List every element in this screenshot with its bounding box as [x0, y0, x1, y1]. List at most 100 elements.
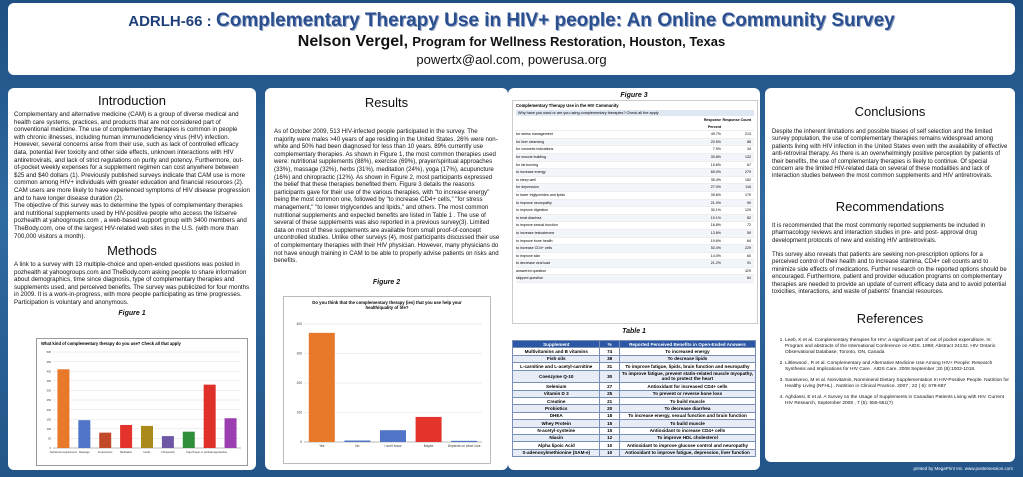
figure3-cell-label: for cosmetic indications	[516, 147, 554, 152]
x-tick-label: Yoga	[186, 450, 192, 454]
figure3-cell-pct: 39.6%	[710, 192, 721, 197]
figure3-cell-count: 91	[747, 261, 751, 266]
figure3-cell-pct	[691, 275, 721, 282]
table1-row: Coenzyme Q-10 30 To improve fatigue, preve…	[511, 369, 757, 384]
figure3-cell-pct	[691, 268, 721, 275]
figure3-row: to sleep well 35.4% 152	[516, 177, 754, 185]
table1-row: Whey Protein 15 To build muscle	[511, 419, 757, 428]
figure3-row: to improve neuropathy 21.0% 90	[516, 199, 754, 208]
poster-title: Complementary Therapy Use in HIV+ people…	[216, 10, 895, 31]
table1-cell-benefit: To build muscle	[618, 419, 757, 428]
table1-row: DHEA 18 To increase energy, sexual functio…	[511, 411, 757, 421]
conclusions-heading: Conclusions	[854, 104, 926, 119]
figure3-cell-label: to decrease viral load	[516, 261, 551, 266]
y-tick-label: 300	[47, 389, 52, 393]
figure3-cell-count: 84	[747, 276, 751, 281]
table1-caption: Table 1	[622, 328, 646, 335]
table1-cell-supplement: Coenzyme Q-10	[511, 369, 601, 384]
x-tick-label: I don't know	[385, 444, 403, 448]
figure3-cell-count: 213	[745, 132, 751, 137]
bar	[415, 416, 442, 442]
table1-cell-percent: 10	[599, 441, 620, 450]
figure3-cell-label: to treat diarrhea	[516, 215, 542, 220]
table1-cell-benefit: To decrease diarrhea	[618, 404, 757, 413]
table1-cell-supplement: Fish oils	[511, 354, 601, 364]
table1-row: N-acetyl-cysteine 15 Antioxidant to increa…	[511, 426, 757, 435]
figure3-cell-label: to improve sexual function	[516, 223, 558, 228]
x-tick-label: Herbs	[144, 450, 152, 454]
bar	[224, 418, 237, 448]
figure3-spacer	[636, 222, 691, 229]
results-heading: Results	[364, 95, 409, 110]
bar	[308, 332, 335, 442]
figure3-spacer	[636, 207, 691, 214]
table1-cell-benefit: To increased energy	[618, 347, 757, 356]
table1-cell-benefit: Antioxidant to improve fatigue, depressi…	[618, 448, 757, 458]
figure3-cell-count: 279	[745, 170, 751, 175]
x-tick-label: Massage	[79, 450, 90, 454]
figure3-survey-table: Complementary Therapy Use in the HIV Com…	[512, 100, 758, 324]
figure3-spacer	[636, 154, 691, 161]
bar	[78, 420, 91, 448]
y-tick-label: 500	[47, 350, 52, 354]
figure1-svg: 500450400350300250200150100500Nutritiona…	[47, 350, 241, 454]
author-email: powertx@aol.com, powerusa.org	[416, 52, 607, 67]
table1-cell-percent: 38	[599, 354, 620, 364]
figure3-cell-pct: 21.0%	[710, 200, 721, 205]
y-tick-label: 50	[48, 437, 51, 441]
figure3-cell-label: to increase CD4+ cells	[516, 246, 553, 251]
figure3-question: Why have you used or are you using compl…	[516, 110, 754, 116]
table1-row: S-adenosylmethionine (SAM-e) 10 Antioxidan…	[511, 448, 757, 458]
introduction-paragraph-2: The objective of this survey was to dete…	[14, 202, 247, 240]
figure3-cell-count: 72	[747, 223, 751, 228]
figure3-row: answered question 429	[516, 268, 754, 276]
figure3-cell-count: 129	[745, 208, 751, 213]
figure3-cell-pct: 19.1%	[710, 215, 721, 220]
author-affiliation: Program for Wellness Restoration, Housto…	[412, 34, 726, 49]
figure3-cell-count: 90	[747, 200, 751, 205]
y-tick-label: 150	[47, 417, 52, 421]
figure3-spacer	[636, 146, 691, 153]
figure3-spacer	[636, 238, 691, 245]
figure3-row: to increase testosterone 13.8% 59	[516, 229, 754, 238]
table1-cell-benefit: Antioxidant for increased CD4+ cells	[618, 382, 757, 391]
figure3-cell-pct: 30.8%	[710, 154, 721, 159]
x-tick-label: Maybe	[424, 444, 434, 448]
figure3-table1-panel: Figure 3 Complementary Therapy Use in th…	[508, 88, 760, 470]
table1-cell-percent: 21	[599, 396, 620, 406]
methods-heading: Methods	[107, 243, 157, 259]
table1-cell-supplement: Probiotics	[511, 404, 601, 413]
table1-cell-benefit: Antioxidant to increase CD4+ cells	[618, 426, 757, 435]
x-tick-label: Yes	[319, 444, 325, 448]
y-tick-label: 450	[47, 360, 52, 364]
results-text: As of October 2009, 513 HIV-infected peo…	[274, 128, 500, 265]
figure3-cell-label: to improve skin	[516, 253, 541, 258]
figure3-row: to increase energy 65.0% 279	[516, 169, 754, 177]
figure3-row: for depression 27.0% 116	[516, 184, 754, 192]
figure3-cell-label: for liver cleansing	[516, 139, 544, 144]
recommendations-paragraph-2: This survey also reveals that patients a…	[772, 252, 1007, 296]
y-tick-label: 250	[47, 398, 52, 402]
table1-body: Multivitamins and B vitamins 74 To increas…	[511, 347, 757, 458]
figure3-cell-pct: 14.0%	[710, 253, 721, 258]
figure3-cell-count: 152	[745, 177, 751, 182]
table1-header-supplement: Supplement	[511, 339, 601, 349]
figure3-row: to improve sexual function 16.8% 72	[516, 222, 754, 230]
table1-cell-percent: 30	[599, 369, 620, 384]
author-name: Nelson Vergel,	[297, 33, 409, 50]
figure3-cell-label: to improve neuropathy	[516, 200, 552, 205]
figure3-cell-pct: 19.6%	[710, 238, 721, 243]
figure3-row: to improve bone health 19.6% 84	[516, 238, 754, 246]
x-tick-label: Depends on what I use	[448, 444, 481, 448]
figure3-col-count: Response Count	[722, 118, 751, 122]
figure3-cell-count: 229	[745, 246, 751, 251]
table1-header-percent: %	[599, 339, 620, 349]
x-tick-label: Acupuncture	[98, 450, 113, 454]
figure2-svg: 400 300 200 100 0 Yes No I don't know Maybe Depen…	[297, 322, 482, 448]
figure3-cell-count: 82	[747, 215, 751, 220]
figure3-cell-count: 170	[745, 192, 751, 197]
figure3-cell-pct: 20.5%	[710, 139, 721, 144]
figure3-spacer	[636, 192, 691, 199]
bar	[57, 369, 70, 448]
